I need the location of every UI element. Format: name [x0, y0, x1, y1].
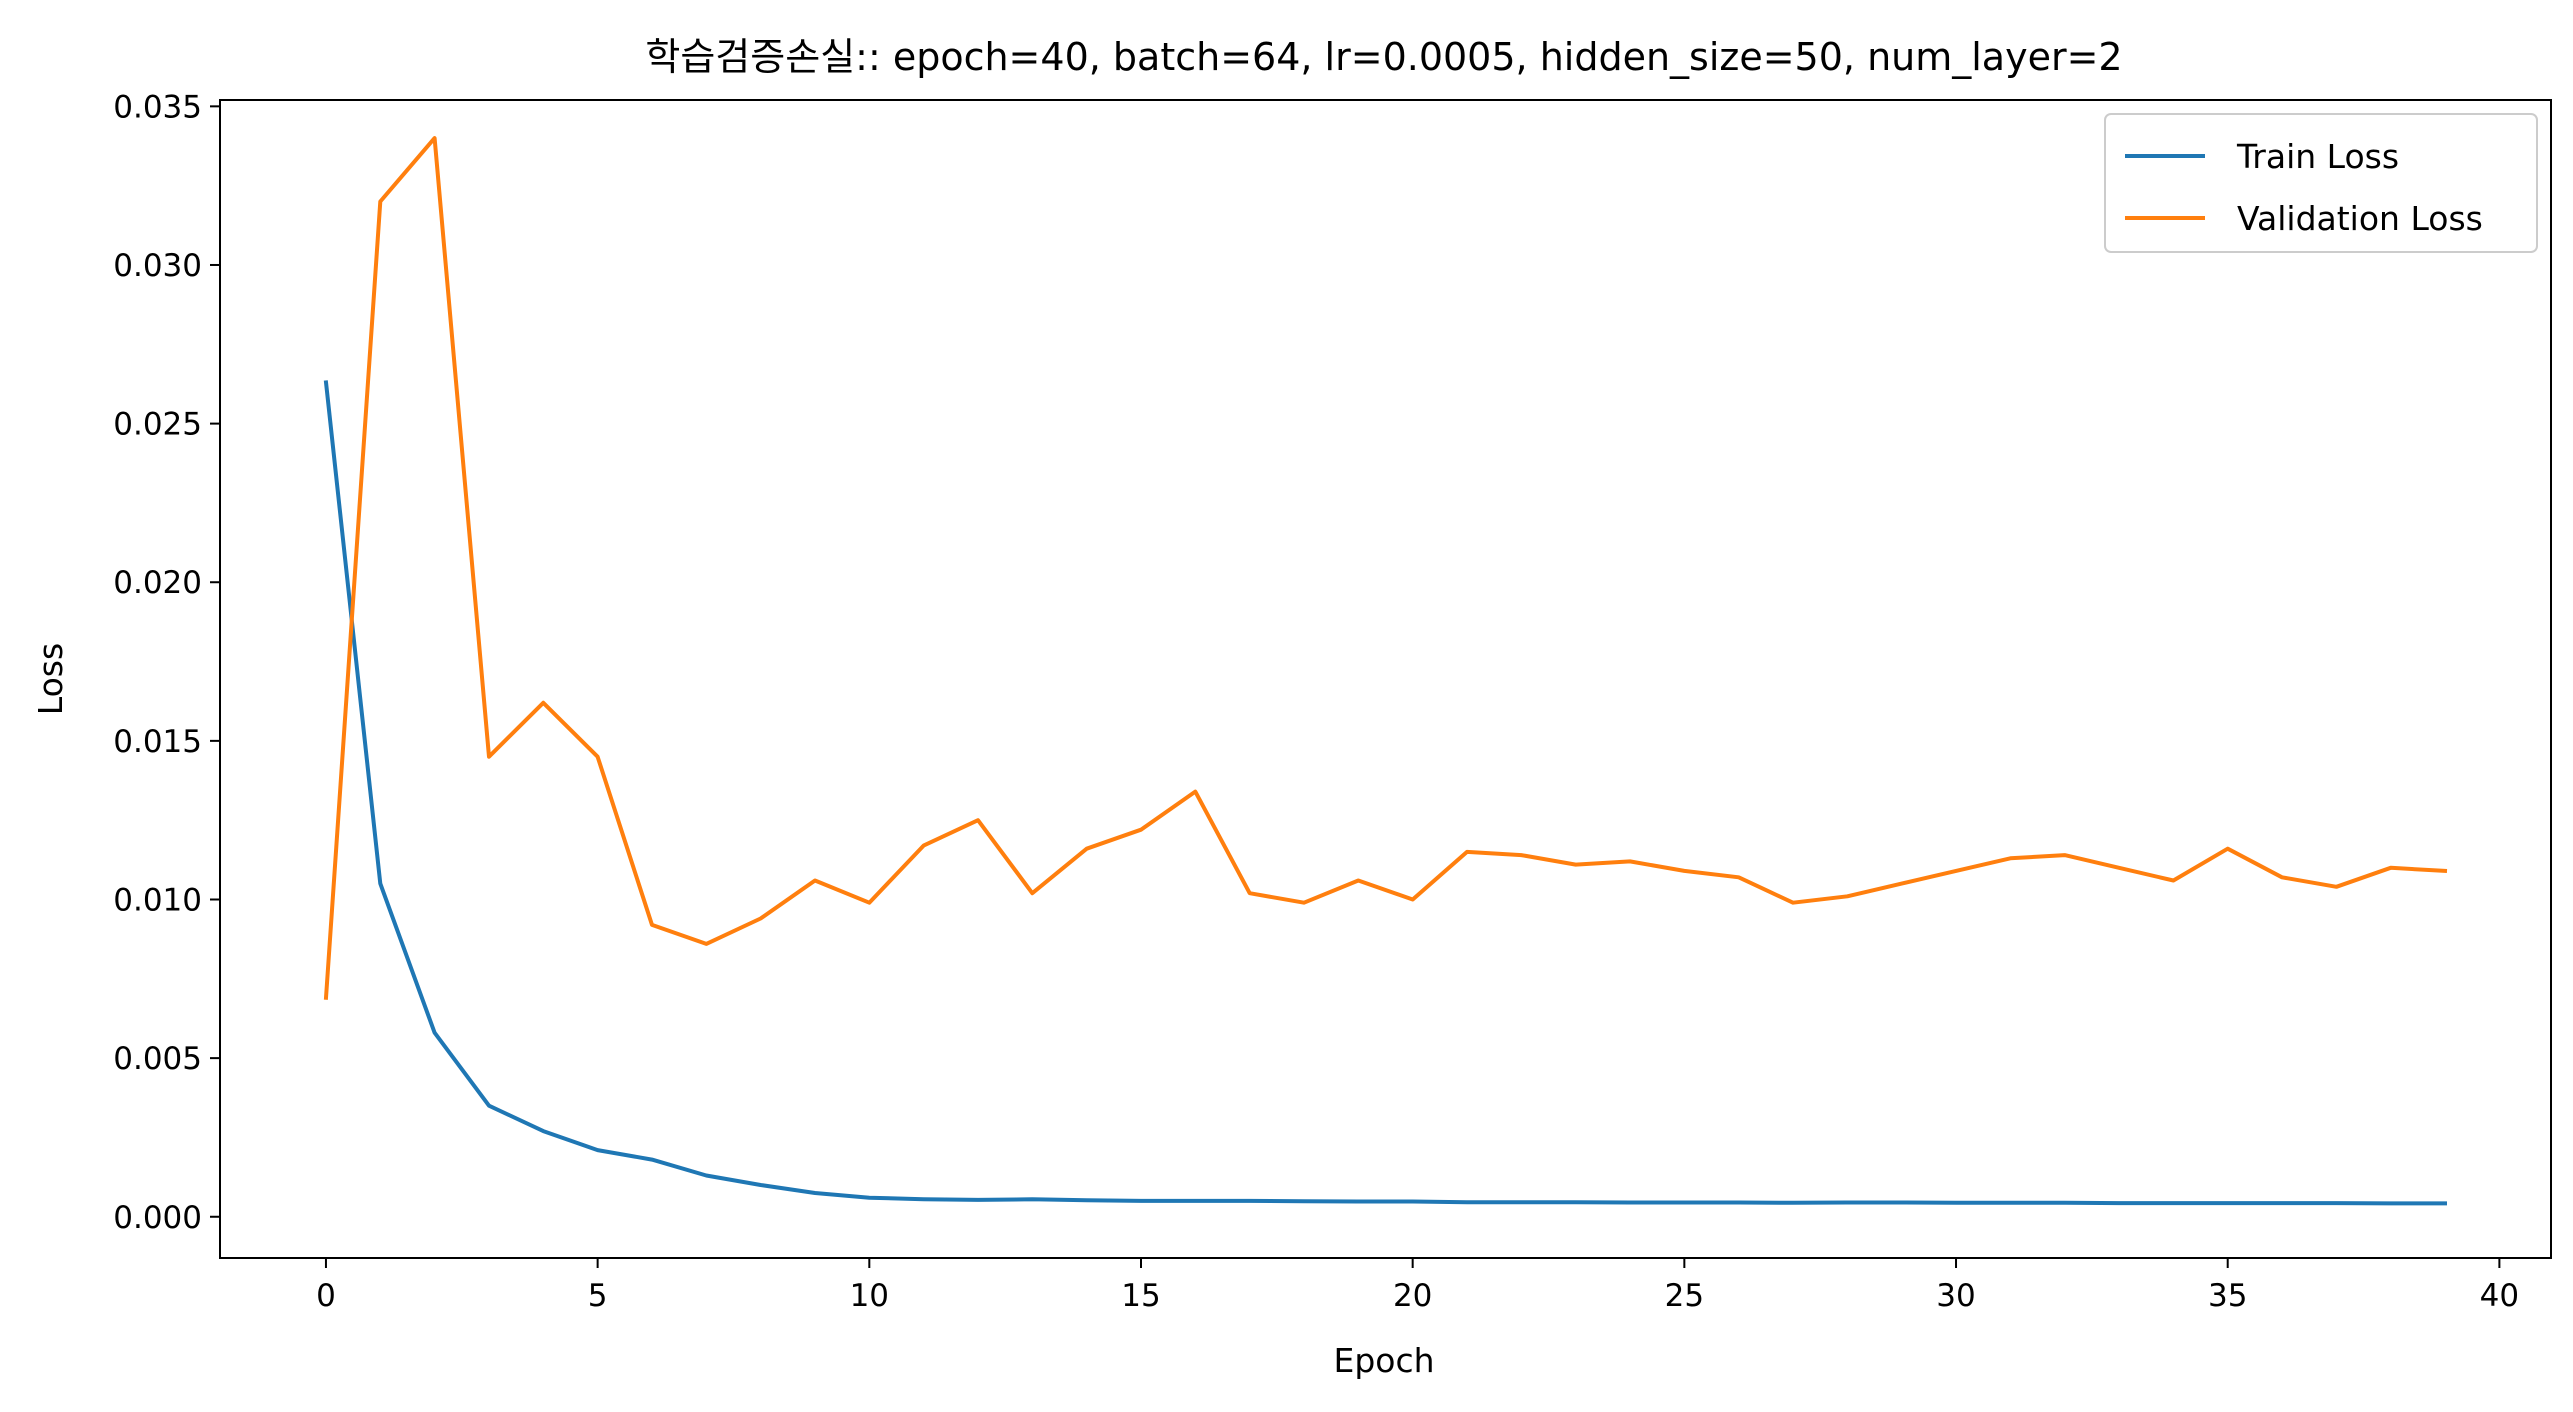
y-tick-label: 0.035 [113, 89, 202, 125]
x-axis: 0 5 10 15 20 25 30 35 40 [316, 1258, 2519, 1314]
y-tick-label: 0.020 [113, 565, 202, 601]
x-tick-label: 15 [1121, 1278, 1160, 1314]
legend-box [2104, 113, 2538, 253]
plot-area-frame [219, 99, 2552, 1259]
y-axis-label: Loss [31, 643, 70, 715]
y-tick-label: 0.015 [113, 724, 202, 760]
x-tick-label: 30 [1936, 1278, 1975, 1314]
legend-entry-label: Validation Loss [2237, 199, 2483, 238]
series-lines [323, 136, 2448, 1206]
x-axis-label: Epoch [1333, 1341, 1434, 1380]
y-tick-label: 0.000 [113, 1200, 202, 1236]
x-tick-label: 10 [850, 1278, 889, 1314]
x-tick-label: 25 [1665, 1278, 1704, 1314]
x-tick-label: 20 [1393, 1278, 1432, 1314]
y-tick-label: 0.010 [113, 882, 202, 918]
x-tick-label: 35 [2208, 1278, 2247, 1314]
series-line-validation-loss [323, 136, 2448, 1000]
y-tick-label: 0.025 [113, 407, 202, 443]
series-line-train-loss [323, 380, 2447, 1206]
x-tick-label: 40 [2480, 1278, 2519, 1314]
x-tick-label: 0 [316, 1278, 336, 1314]
y-axis: 0.000 0.005 0.010 0.015 0.020 0.025 0.030 0.035 [113, 89, 220, 1236]
x-tick-label: 5 [588, 1278, 608, 1314]
y-tick-label: 0.005 [113, 1041, 202, 1077]
legend-entry-label: Train Loss [2236, 137, 2399, 176]
chart-title: 학습검증손실:: epoch=40, batch=64, lr=0.0005, … [645, 35, 2122, 79]
y-tick-label: 0.030 [113, 248, 202, 284]
legend: Train Loss Validation Loss [2104, 113, 2538, 253]
